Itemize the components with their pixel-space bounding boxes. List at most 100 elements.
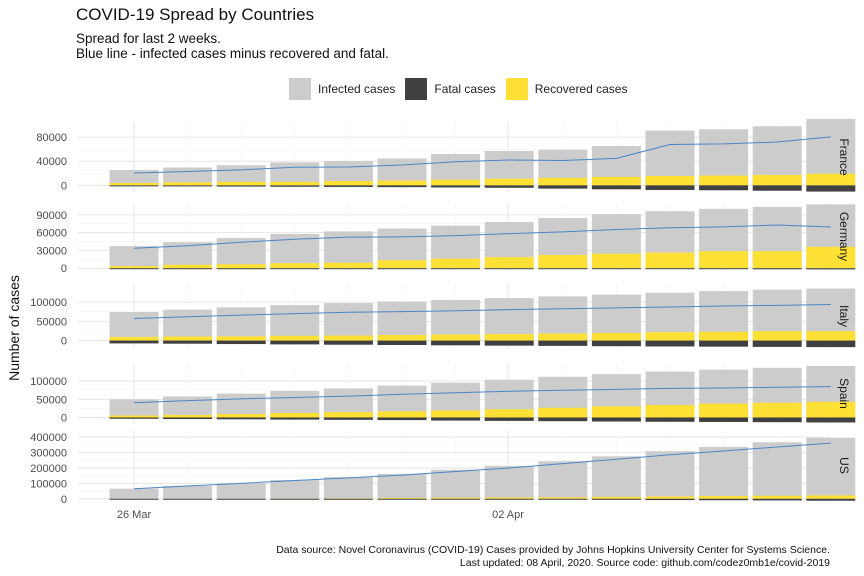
bar-infected: [752, 442, 802, 499]
bar-recovered: [645, 405, 695, 418]
bar-fatal: [484, 417, 534, 421]
bar-fatal: [806, 340, 856, 348]
bar-infected: [431, 469, 481, 499]
bar-recovered: [270, 412, 320, 418]
bar-infected: [163, 485, 213, 499]
bar-recovered: [484, 409, 534, 418]
bar-fatal: [699, 498, 749, 501]
bar-recovered: [109, 183, 159, 186]
bar-fatal: [109, 268, 159, 270]
bar-recovered: [699, 403, 749, 418]
bar-fatal: [645, 417, 695, 422]
bar-fatal: [484, 340, 534, 346]
bar-infected: [270, 480, 320, 499]
bar-recovered: [645, 332, 695, 341]
bar-fatal: [538, 417, 588, 422]
bar-fatal: [645, 185, 695, 190]
bar-recovered: [538, 333, 588, 341]
bar-recovered: [431, 410, 481, 418]
bar-fatal: [752, 185, 802, 191]
bar-recovered: [323, 412, 373, 418]
bar-fatal: [377, 498, 427, 500]
bar-fatal: [377, 185, 427, 188]
bar-recovered: [806, 401, 856, 418]
bar-fatal: [377, 340, 427, 346]
bar-fatal: [431, 417, 481, 421]
bar-infected: [323, 303, 373, 341]
legend-label-fatal: Fatal cases: [434, 82, 496, 96]
bar-infected: [216, 307, 266, 341]
bar-recovered: [806, 173, 856, 186]
y-tick-label: 50000: [36, 316, 67, 328]
bar-recovered: [216, 264, 266, 269]
bar-fatal: [591, 417, 641, 422]
bar-infected: [484, 298, 534, 341]
bar-infected: [163, 309, 213, 341]
bar-recovered: [109, 336, 159, 341]
bar-recovered: [163, 336, 213, 341]
bar-fatal: [538, 498, 588, 500]
bar-recovered: [216, 414, 266, 418]
bar-recovered: [377, 334, 427, 341]
bar-fatal: [538, 185, 588, 189]
bar-fatal: [591, 498, 641, 500]
bar-infected: [377, 473, 427, 499]
bar-recovered: [591, 332, 641, 341]
bar-fatal: [591, 340, 641, 347]
bar-infected: [109, 488, 159, 499]
line-active-cases: [133, 386, 831, 404]
bar-recovered: [484, 257, 534, 269]
bar-recovered: [645, 496, 695, 499]
bar-fatal: [699, 417, 749, 422]
bar-infected: [538, 296, 588, 341]
bar-infected: [270, 305, 320, 341]
bar-infected: [163, 396, 213, 418]
y-tick-label: 90000: [36, 210, 67, 222]
legend-swatch-recovered: [505, 78, 528, 100]
x-tick-label: 26 Mar: [117, 509, 152, 521]
bar-fatal: [109, 185, 159, 187]
subtitle-line-1: Spread for last 2 weeks.: [76, 31, 221, 46]
y-tick-label: 200000: [30, 463, 67, 475]
bar-fatal: [109, 498, 159, 500]
line-active-cases: [133, 224, 831, 249]
bar-infected: [806, 437, 856, 499]
bar-fatal: [645, 498, 695, 501]
bar-fatal: [163, 417, 213, 420]
bar-recovered: [806, 495, 856, 499]
bar-infected: [591, 294, 641, 341]
bar-fatal: [431, 185, 481, 188]
bar-infected: [323, 477, 373, 499]
facet-panel-germany: 0 30000 60000 90000: [36, 203, 856, 275]
bar-recovered: [377, 180, 427, 186]
line-active-cases: [133, 303, 831, 319]
bar-fatal: [645, 268, 695, 270]
legend-label-recovered: Recovered cases: [534, 82, 628, 96]
bar-fatal: [752, 498, 802, 501]
bar-fatal: [163, 185, 213, 187]
bar-recovered: [109, 266, 159, 269]
bar-fatal: [109, 340, 159, 344]
bar-fatal: [323, 185, 373, 187]
bar-recovered: [591, 496, 641, 499]
bar-recovered: [645, 176, 695, 186]
line-active-cases: [133, 136, 831, 174]
legend-swatch-fatal: [405, 78, 428, 100]
bar-recovered: [377, 411, 427, 418]
bar-fatal: [645, 340, 695, 347]
bar-recovered: [806, 331, 856, 341]
bar-fatal: [323, 268, 373, 270]
bar-fatal: [109, 417, 159, 419]
y-tick-label: 400000: [30, 432, 67, 444]
bar-fatal: [752, 417, 802, 423]
legend: Infected cases Fatal cases Recovered cas…: [289, 78, 637, 100]
bar-recovered: [270, 263, 320, 269]
bar-recovered: [431, 179, 481, 186]
bar-fatal: [699, 185, 749, 191]
bar-infected: [591, 456, 641, 499]
page-title: COVID-19 Spread by Countries: [76, 5, 315, 24]
y-tick-label: 0: [61, 263, 67, 275]
facet-label-spain: Spain: [837, 378, 851, 409]
bar-fatal: [216, 417, 266, 420]
bar-recovered: [163, 414, 213, 418]
